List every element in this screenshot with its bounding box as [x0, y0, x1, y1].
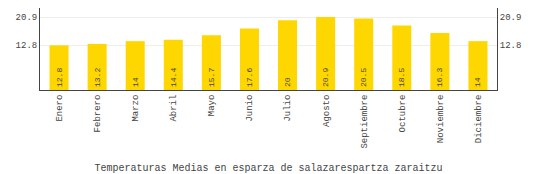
- svg-text:17.6: 17.6: [245, 68, 254, 87]
- svg-text:12.8: 12.8: [55, 68, 64, 87]
- svg-text:Temperaturas Medias en esparza: Temperaturas Medias en esparza de salaza…: [94, 163, 442, 174]
- svg-text:Octubre: Octubre: [398, 95, 408, 133]
- svg-text:15.7: 15.7: [207, 68, 216, 87]
- svg-text:Agosto: Agosto: [322, 95, 332, 127]
- svg-text:Julio: Julio: [283, 95, 293, 122]
- svg-text:16.3: 16.3: [435, 68, 444, 87]
- svg-text:Noviembre: Noviembre: [436, 95, 446, 144]
- svg-text:14.4: 14.4: [169, 68, 178, 87]
- svg-text:Diciembre: Diciembre: [474, 95, 484, 144]
- svg-text:Septiembre: Septiembre: [360, 95, 370, 149]
- svg-text:Junio: Junio: [245, 95, 255, 122]
- svg-text:20.9: 20.9: [16, 13, 38, 23]
- svg-text:13.2: 13.2: [93, 68, 102, 87]
- svg-text:18.5: 18.5: [397, 68, 406, 87]
- svg-text:Marzo: Marzo: [131, 95, 141, 122]
- svg-text:20.9: 20.9: [321, 68, 330, 87]
- svg-text:Febrero: Febrero: [93, 95, 103, 133]
- svg-text:20.5: 20.5: [359, 68, 368, 87]
- svg-text:14: 14: [473, 77, 482, 87]
- svg-text:Mayo: Mayo: [207, 95, 217, 117]
- svg-text:Enero: Enero: [55, 95, 65, 122]
- svg-text:20: 20: [283, 77, 292, 87]
- svg-text:12.8: 12.8: [500, 41, 522, 51]
- svg-text:14: 14: [131, 77, 140, 87]
- svg-text:Abril: Abril: [169, 95, 179, 122]
- svg-text:12.8: 12.8: [16, 41, 38, 51]
- svg-text:20.9: 20.9: [500, 13, 522, 23]
